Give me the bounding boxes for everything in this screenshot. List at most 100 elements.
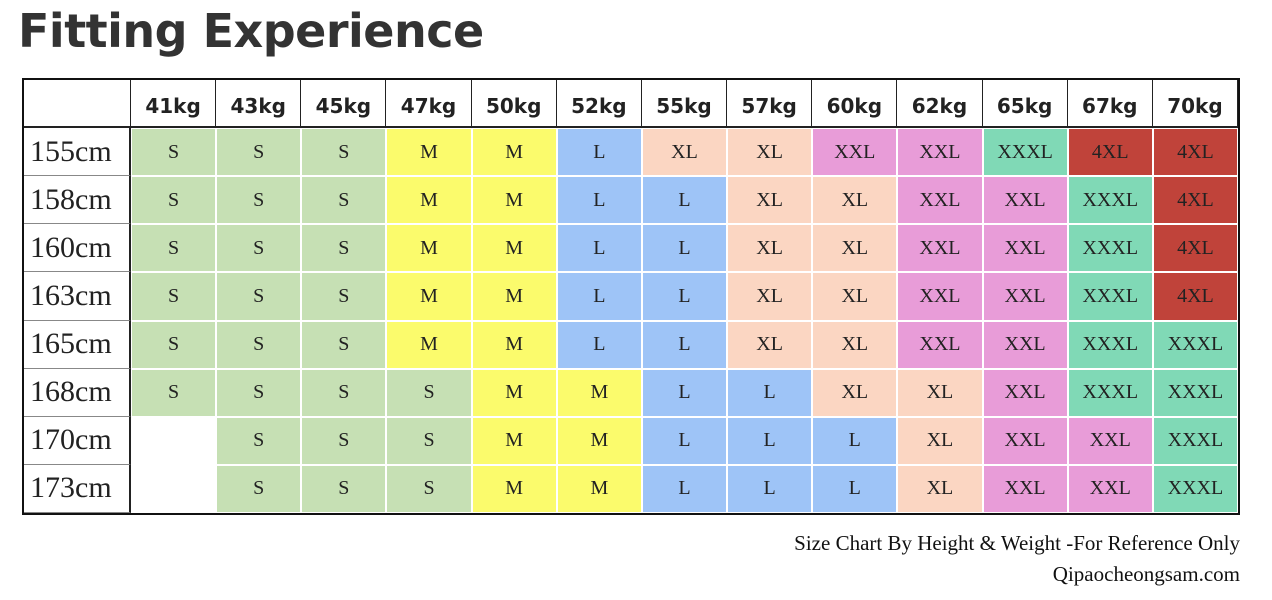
size-cell: XXXL — [1067, 368, 1153, 417]
size-cell: M — [386, 176, 472, 225]
size-cell: XXL — [982, 464, 1068, 513]
weight-header: 62kg — [897, 80, 983, 128]
size-cell: L — [727, 416, 813, 465]
size-cell: XXL — [812, 128, 898, 177]
size-table: 41kg 43kg 45kg 47kg 50kg 52kg 55kg 57kg 60kg 62kg… — [22, 78, 1240, 515]
size-cell: XL — [727, 272, 813, 321]
size-cell: M — [556, 416, 642, 465]
size-cell: XXXL — [982, 128, 1068, 177]
size-cell: 4XL — [1152, 176, 1238, 225]
weight-header: 57kg — [727, 80, 813, 128]
size-cell: S — [301, 128, 387, 177]
size-cell: S — [131, 128, 217, 177]
weight-header: 70kg — [1152, 80, 1238, 128]
size-cell: XL — [727, 128, 813, 177]
size-cell: XL — [812, 272, 898, 321]
size-cell: XXL — [982, 416, 1068, 465]
size-cell: 4XL — [1152, 128, 1238, 177]
size-cell: S — [131, 224, 217, 273]
size-cell: XL — [727, 176, 813, 225]
size-cell: XL — [897, 368, 983, 417]
size-cell: XXXL — [1152, 464, 1238, 513]
size-cell: M — [386, 128, 472, 177]
size-cell: L — [812, 416, 898, 465]
height-label: 155cm — [24, 128, 131, 177]
height-label: 168cm — [24, 368, 131, 417]
size-cell: L — [556, 272, 642, 321]
size-cell: 4XL — [1152, 224, 1238, 273]
size-cell: S — [386, 368, 472, 417]
size-cell: S — [301, 464, 387, 513]
size-cell: XL — [812, 320, 898, 369]
size-cell: XXL — [1067, 464, 1153, 513]
size-cell: XXXL — [1067, 224, 1153, 273]
height-label: 163cm — [24, 272, 131, 321]
size-cell: XXXL — [1067, 272, 1153, 321]
size-cell: L — [556, 224, 642, 273]
size-cell: XXL — [897, 320, 983, 369]
size-cell: L — [727, 464, 813, 513]
size-cell: L — [641, 176, 728, 225]
empty-cell — [131, 417, 216, 465]
size-cell: S — [386, 464, 472, 513]
weight-header: 65kg — [982, 80, 1068, 128]
size-cell: M — [471, 368, 557, 417]
size-cell: L — [812, 464, 898, 513]
size-cell: L — [641, 464, 728, 513]
weight-header: 67kg — [1067, 80, 1153, 128]
size-cell: L — [641, 320, 728, 369]
size-cell: S — [216, 224, 302, 273]
size-cell: XXL — [982, 368, 1068, 417]
footer-note: Size Chart By Height & Weight -For Refer… — [794, 531, 1240, 555]
size-cell: S — [301, 272, 387, 321]
size-cell: M — [471, 176, 557, 225]
weight-header: 55kg — [641, 80, 728, 128]
footer-site: Qipaocheongsam.com — [1052, 562, 1240, 586]
size-cell: M — [386, 272, 472, 321]
size-cell: XL — [641, 128, 728, 177]
height-label: 158cm — [24, 176, 131, 225]
corner-cell — [24, 80, 131, 128]
weight-header: 47kg — [386, 80, 472, 128]
size-cell: S — [216, 176, 302, 225]
weight-header: 43kg — [216, 80, 302, 128]
height-label: 160cm — [24, 224, 131, 273]
size-cell: M — [471, 128, 557, 177]
size-cell: L — [556, 176, 642, 225]
size-cell: S — [131, 272, 217, 321]
size-cell: XL — [727, 224, 813, 273]
size-cell: S — [301, 224, 387, 273]
size-cell: XL — [897, 464, 983, 513]
height-label: 170cm — [24, 416, 131, 465]
size-cell: XXL — [1067, 416, 1153, 465]
footer: Size Chart By Height & Weight -For Refer… — [794, 528, 1240, 590]
size-cell: L — [727, 368, 813, 417]
size-cell: S — [301, 416, 387, 465]
weight-header: 60kg — [812, 80, 898, 128]
size-cell: XL — [812, 224, 898, 273]
size-cell: M — [471, 272, 557, 321]
size-cell: S — [301, 176, 387, 225]
size-cell: S — [131, 176, 217, 225]
size-cell: S — [386, 416, 472, 465]
size-cell: M — [386, 224, 472, 273]
title: Fitting Experience — [18, 4, 484, 58]
size-cell: M — [471, 416, 557, 465]
size-cell: S — [216, 368, 302, 417]
size-cell: 4XL — [1067, 128, 1153, 177]
size-cell: S — [216, 320, 302, 369]
size-cell: XXL — [982, 224, 1068, 273]
height-label: 173cm — [24, 464, 131, 513]
size-cell: XL — [897, 416, 983, 465]
size-cell: M — [471, 224, 557, 273]
size-cell: L — [556, 320, 642, 369]
size-cell: XL — [812, 368, 898, 417]
size-cell: S — [131, 320, 217, 369]
size-cell: S — [131, 368, 217, 417]
size-cell: L — [641, 272, 728, 321]
size-cell: L — [641, 368, 728, 417]
size-cell: 4XL — [1152, 272, 1238, 321]
size-cell: XXL — [982, 176, 1068, 225]
size-cell: XL — [727, 320, 813, 369]
